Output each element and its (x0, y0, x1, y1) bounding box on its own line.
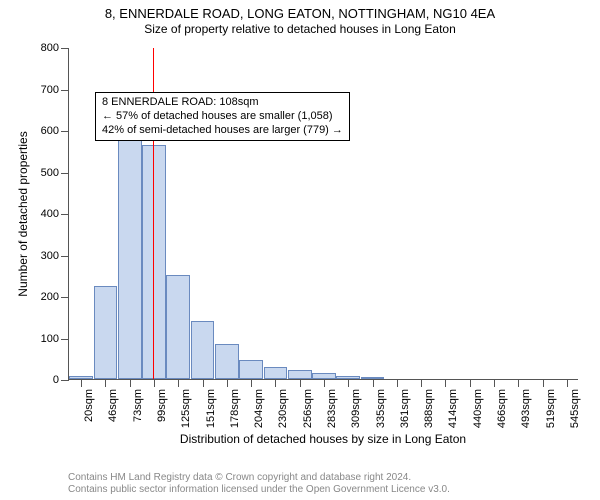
plot-wrapper: 010020030040050060070080020sqm46sqm73sqm… (68, 48, 578, 380)
x-tick-label: 493sqm (518, 379, 532, 428)
annotation-line: 42% of semi-detached houses are larger (… (102, 124, 343, 138)
x-tick-label: 125sqm (178, 379, 192, 428)
chart-title: 8, ENNERDALE ROAD, LONG EATON, NOTTINGHA… (0, 6, 600, 22)
credit-line: Contains public sector information licen… (68, 484, 450, 496)
x-tick-label: 73sqm (130, 379, 144, 422)
y-axis-label: Number of detached properties (16, 131, 30, 296)
y-tick-label: 200 (41, 291, 69, 303)
x-tick-label: 20sqm (81, 379, 95, 422)
x-tick-label: 414sqm (445, 379, 459, 428)
x-tick-label: 230sqm (275, 379, 289, 428)
chart-container: 8, ENNERDALE ROAD, LONG EATON, NOTTINGHA… (0, 0, 600, 500)
y-tick-label: 800 (41, 42, 69, 54)
annotation-box: 8 ENNERDALE ROAD: 108sqm ← 57% of detach… (95, 92, 350, 141)
annotation-line: ← 57% of detached houses are smaller (1,… (102, 110, 343, 124)
bar (191, 321, 215, 379)
bar (215, 344, 239, 379)
x-tick-label: 466sqm (494, 379, 508, 428)
chart-header: 8, ENNERDALE ROAD, LONG EATON, NOTTINGHA… (0, 0, 600, 37)
bar (166, 275, 190, 379)
x-tick-label: 283sqm (324, 379, 338, 428)
x-tick-label: 151sqm (203, 379, 217, 428)
bar (264, 367, 288, 379)
x-tick-label: 46sqm (105, 379, 119, 422)
x-tick-label: 99sqm (154, 379, 168, 422)
x-axis-label: Distribution of detached houses by size … (180, 432, 466, 446)
x-tick-label: 309sqm (348, 379, 362, 428)
bar (288, 370, 312, 379)
x-tick-label: 256sqm (300, 379, 314, 428)
x-tick-label: 335sqm (373, 379, 387, 428)
x-tick-label: 388sqm (421, 379, 435, 428)
x-tick-label: 545sqm (567, 379, 581, 428)
y-tick-label: 0 (53, 374, 69, 386)
bar (118, 124, 142, 379)
bar (239, 360, 263, 379)
chart-subtitle: Size of property relative to detached ho… (0, 22, 600, 37)
y-tick-label: 300 (41, 250, 69, 262)
credit-line: Contains HM Land Registry data © Crown c… (68, 472, 450, 484)
y-tick-label: 100 (41, 333, 69, 345)
y-tick-label: 400 (41, 208, 69, 220)
x-tick-label: 361sqm (397, 379, 411, 428)
annotation-line: 8 ENNERDALE ROAD: 108sqm (102, 96, 343, 110)
y-tick-label: 600 (41, 125, 69, 137)
bar (94, 286, 118, 379)
x-tick-label: 178sqm (227, 379, 241, 428)
x-tick-label: 204sqm (251, 379, 265, 428)
y-tick-label: 500 (41, 167, 69, 179)
y-tick-label: 700 (41, 84, 69, 96)
credit-text: Contains HM Land Registry data © Crown c… (68, 472, 450, 496)
x-tick-label: 440sqm (470, 379, 484, 428)
x-tick-label: 519sqm (543, 379, 557, 428)
